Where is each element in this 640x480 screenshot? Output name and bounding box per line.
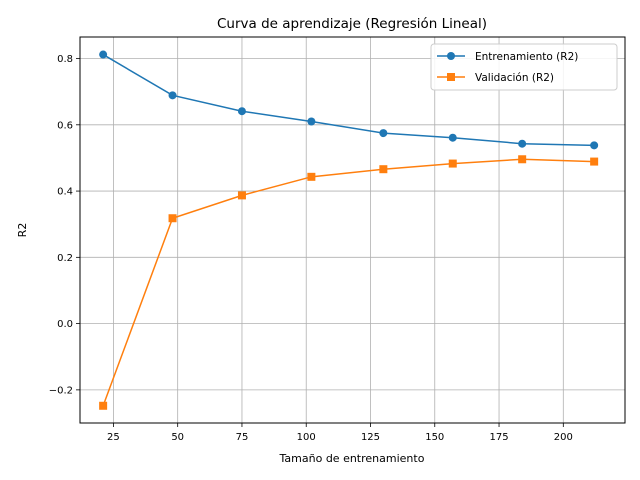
plot-area bbox=[80, 37, 625, 423]
legend-label: Validación (R2) bbox=[475, 72, 554, 84]
grid-lines bbox=[80, 37, 625, 423]
data-point bbox=[168, 214, 177, 223]
legend-box bbox=[430, 43, 618, 91]
y-tick-label: 0.0 bbox=[57, 319, 73, 330]
y-axis-label: R2 bbox=[16, 223, 29, 238]
data-point bbox=[518, 155, 527, 164]
series-line bbox=[102, 158, 595, 407]
legend: Entrenamiento (R2) Validación (R2) bbox=[430, 43, 618, 91]
data-point bbox=[379, 129, 388, 138]
x-tick-label: 50 bbox=[171, 432, 184, 443]
x-tick-label: 200 bbox=[554, 432, 573, 443]
series-group bbox=[99, 50, 599, 410]
data-point bbox=[99, 50, 108, 59]
series-0 bbox=[99, 50, 599, 150]
legend-marker bbox=[447, 52, 455, 60]
x-tick-label: 150 bbox=[425, 432, 444, 443]
legend-marker bbox=[447, 73, 455, 81]
x-tick-label: 100 bbox=[297, 432, 316, 443]
x-tick-label: 25 bbox=[107, 432, 120, 443]
data-point bbox=[590, 157, 599, 166]
data-point bbox=[99, 401, 108, 410]
x-axis-ticks: 25 50 75 100 125 150 175 200 bbox=[107, 423, 573, 443]
plot-frame bbox=[79, 36, 626, 424]
y-tick-label: 0.4 bbox=[57, 187, 73, 198]
x-axis-label: Tamaño de entrenamiento bbox=[279, 452, 425, 465]
chart-title: Curva de aprendizaje (Regresión Lineal) bbox=[217, 16, 487, 32]
series-1 bbox=[99, 155, 599, 410]
data-point bbox=[237, 107, 246, 116]
data-point bbox=[168, 91, 177, 100]
data-point bbox=[307, 172, 316, 181]
data-point bbox=[590, 141, 599, 150]
data-point bbox=[518, 139, 527, 148]
y-tick-label: 0.8 bbox=[57, 54, 73, 65]
y-tick-label: 0.6 bbox=[57, 120, 73, 131]
data-point bbox=[448, 159, 457, 168]
x-tick-label: 175 bbox=[489, 432, 508, 443]
data-point bbox=[307, 117, 316, 126]
series-line bbox=[102, 53, 595, 147]
legend-label: Entrenamiento (R2) bbox=[475, 51, 578, 63]
x-tick-label: 75 bbox=[236, 432, 249, 443]
x-tick-label: 125 bbox=[361, 432, 380, 443]
y-axis-ticks: −0.2 0.0 0.2 0.4 0.6 0.8 bbox=[49, 54, 80, 396]
data-point bbox=[448, 133, 457, 142]
data-point bbox=[379, 165, 388, 174]
legend-item: Validación (R2) bbox=[437, 72, 554, 84]
legend-item: Entrenamiento (R2) bbox=[437, 51, 578, 63]
y-tick-label: −0.2 bbox=[49, 385, 73, 396]
data-point bbox=[237, 191, 246, 200]
y-tick-label: 0.2 bbox=[57, 253, 73, 264]
